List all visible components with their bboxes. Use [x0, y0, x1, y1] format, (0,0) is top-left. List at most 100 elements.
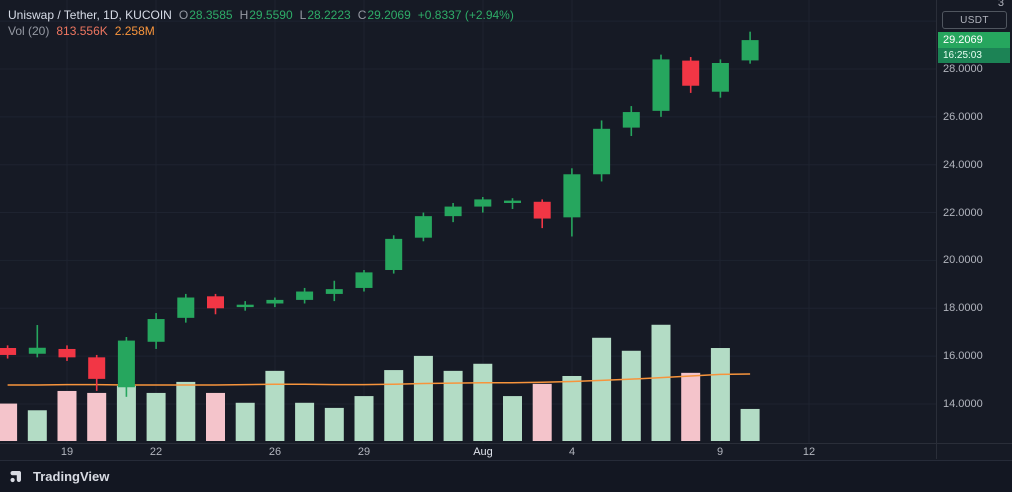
volume-bar [57, 390, 77, 441]
candle-body [325, 289, 343, 294]
price-tick-label: 16.0000 [943, 350, 983, 363]
currency-toggle-button[interactable]: USDT [942, 11, 1007, 29]
volume-bar [413, 355, 433, 441]
candle-body [652, 59, 670, 111]
open-value: 28.3585 [189, 8, 233, 22]
low-label: L [299, 8, 307, 22]
candle-body [236, 304, 254, 308]
change-value: +0.8337 (+2.94%) [417, 8, 514, 22]
high-value: 29.5590 [249, 8, 293, 22]
candle-body [622, 112, 640, 128]
legend-volume-row: Vol (20) 813.556K 2.258M [8, 24, 514, 42]
time-tick-label: 29 [357, 446, 371, 458]
time-tick-label: 12 [802, 446, 816, 458]
time-tick-label: 19 [60, 446, 74, 458]
candle-body [28, 347, 46, 354]
candle-body [474, 199, 492, 207]
chart-pane[interactable]: Uniswap / Tether, 1D, KUCOIN O28.3585 H2… [0, 0, 936, 443]
candle-body [207, 296, 224, 309]
time-axis[interactable]: 19 22 26 29 Aug 4 9 12 [0, 443, 1012, 460]
time-tick-label: 4 [568, 446, 576, 458]
ohlc-high: H29.5590 [240, 6, 293, 24]
price-tick-label: 14.0000 [943, 398, 983, 410]
volume-bar [443, 370, 463, 441]
candle-body [296, 291, 314, 300]
volume-bar [324, 407, 344, 441]
time-tick-label: Aug [473, 446, 493, 458]
candle-body [177, 297, 195, 318]
volume-bar [384, 370, 404, 441]
volume-bar [562, 375, 582, 441]
candle-body [504, 200, 521, 203]
volume-bar [0, 403, 18, 441]
candlestick-chart [0, 0, 936, 443]
footer-toolbar: TradingView [0, 460, 1012, 492]
volume-bar [206, 392, 225, 441]
candle-body [355, 272, 373, 288]
volume-bar [295, 402, 315, 441]
time-tick-label: 9 [716, 446, 724, 458]
tradingview-brand-text: TradingView [33, 469, 110, 484]
candle-body [385, 238, 403, 270]
ohlc-low: L28.2223 [300, 6, 351, 24]
time-tick-label: 26 [268, 446, 282, 458]
volume-bar [146, 392, 166, 441]
price-tick-label: 28.0000 [943, 62, 983, 75]
candle-body [444, 206, 462, 217]
close-value: 29.2069 [367, 8, 411, 22]
candle-body [88, 357, 106, 379]
tradingview-logo-link[interactable]: TradingView [10, 468, 109, 485]
candle-body [58, 348, 76, 358]
volume-bar [235, 402, 255, 441]
price-tick-label: 24.0000 [943, 158, 983, 171]
high-label: H [239, 8, 249, 22]
volume-bar [176, 381, 196, 441]
tradingview-logo-icon [10, 468, 27, 485]
volume-bar [116, 385, 136, 441]
price-tick-label: 20.0000 [943, 254, 983, 267]
candle-wick [36, 325, 39, 358]
last-price-badge: 29.2069 [938, 32, 1010, 49]
candle-body [741, 40, 759, 61]
candle-body [414, 216, 432, 238]
candle-body [711, 62, 729, 92]
candle-wick [511, 198, 514, 209]
volume-bar [740, 408, 760, 441]
volume-bar [87, 392, 107, 441]
candle-body [117, 340, 135, 388]
price-tick-label: 22.0000 [943, 206, 983, 219]
legend: Uniswap / Tether, 1D, KUCOIN O28.3585 H2… [8, 6, 514, 42]
volume-bar [621, 350, 641, 441]
candle-body [563, 174, 581, 218]
volume-bar [651, 324, 671, 441]
price-axis[interactable]: 3 USDT 29.2069 16:25:03 28.0000 26.0000 24… [936, 0, 1012, 459]
ohlc-open: O28.3585 [179, 6, 233, 24]
bar-countdown-badge: 16:25:03 [938, 48, 1010, 64]
candle-body [0, 348, 17, 355]
candle-body [682, 60, 700, 86]
candle-body [147, 319, 165, 342]
volume-bar [354, 396, 374, 441]
volume-bar [27, 410, 47, 441]
volume-label: Vol (20) [8, 24, 50, 38]
volume-bar [710, 348, 730, 441]
candle-body [593, 128, 611, 175]
volume-bar [532, 383, 552, 441]
ohlc-close: C29.2069 [358, 6, 411, 24]
low-value: 28.2223 [307, 8, 351, 22]
candle-body [533, 201, 551, 219]
price-axis-top-partial-label: 3 [997, 0, 1004, 9]
close-label: C [357, 8, 367, 22]
symbol-title[interactable]: Uniswap / Tether, 1D, KUCOIN [8, 8, 172, 22]
price-tick-label: 26.0000 [943, 110, 983, 123]
price-tick-label: 18.0000 [943, 302, 983, 315]
volume-bar [681, 372, 701, 441]
open-label: O [178, 8, 189, 22]
volume-bar [265, 370, 285, 441]
legend-symbol-row: Uniswap / Tether, 1D, KUCOIN O28.3585 H2… [8, 6, 514, 24]
candle-body [266, 299, 284, 304]
volume-value: 813.556K [56, 24, 108, 38]
volume-bar [503, 396, 522, 441]
volume-ma-value: 2.258M [114, 24, 155, 38]
